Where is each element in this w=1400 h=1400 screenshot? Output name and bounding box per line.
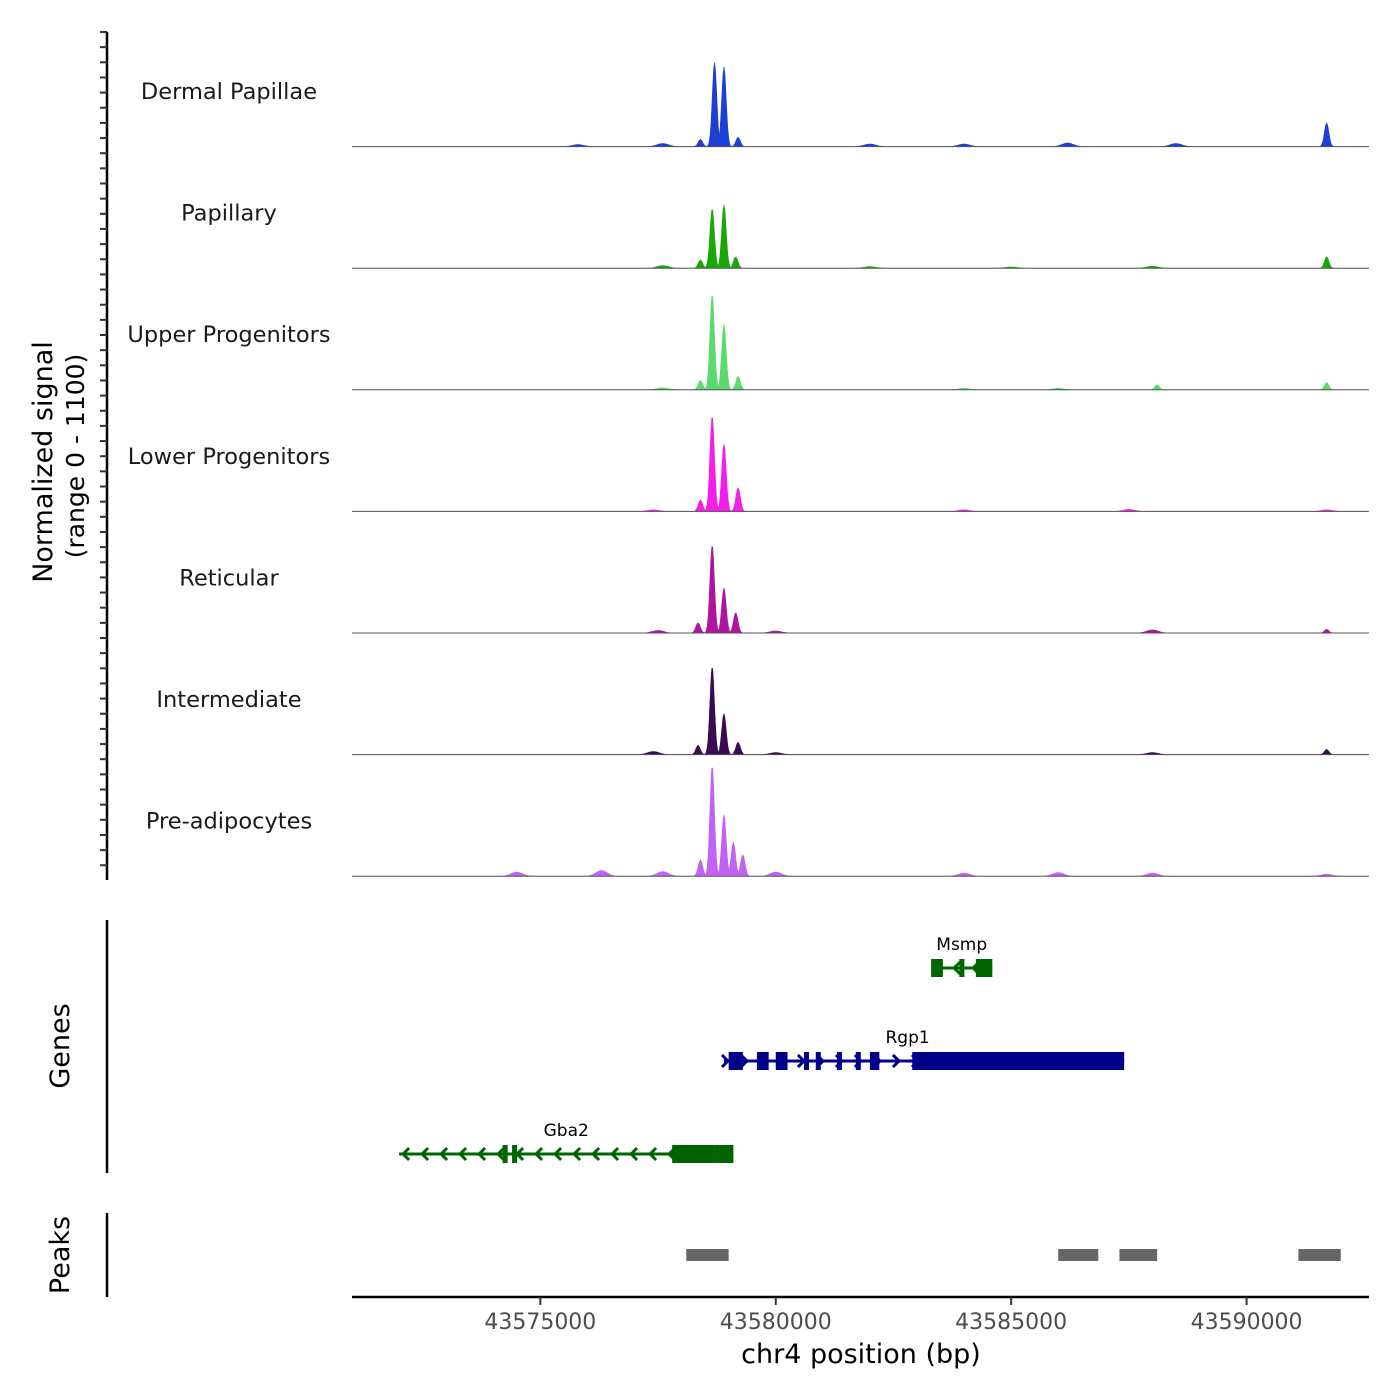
y-axis-title-line1: Normalized signal <box>28 341 59 583</box>
coverage-area <box>399 546 1369 634</box>
strand-chevron <box>647 1146 658 1162</box>
x-tick-label: 43580000 <box>720 1310 832 1335</box>
strand-chevron <box>720 1053 731 1069</box>
gene-exon <box>869 1052 880 1070</box>
strand-chevron <box>438 1146 449 1162</box>
strand-chevron <box>952 960 962 976</box>
coverage-area <box>399 668 1369 755</box>
gene-track: Msmp Rgp1 Gba2 <box>399 935 1125 1163</box>
coverage-area <box>399 767 1369 877</box>
gene-exon <box>855 1052 861 1070</box>
peaks-axis-title: Peaks <box>45 1216 76 1294</box>
x-tick-label: 43575000 <box>484 1310 596 1335</box>
strand-chevron <box>552 1146 563 1162</box>
gene-msmp: Msmp <box>931 935 993 977</box>
gene-label: Msmp <box>936 935 987 955</box>
gene-label: Gba2 <box>544 1121 589 1141</box>
gene-exon <box>728 1052 743 1070</box>
strand-chevron <box>533 1146 544 1162</box>
strand-chevron <box>457 1146 468 1162</box>
track-label: Upper Progenitors <box>127 322 330 348</box>
track-3: Lower Progenitors <box>128 418 1369 512</box>
gene-rgp1: Rgp1 <box>720 1028 1125 1070</box>
gene-gba2: Gba2 <box>399 1121 734 1163</box>
coverage-area <box>399 62 1369 147</box>
genes-axis-title: Genes <box>45 1003 76 1088</box>
gene-exon <box>775 1052 788 1070</box>
gene-exon <box>714 1145 734 1163</box>
track-label: Intermediate <box>156 687 301 713</box>
track-label: Papillary <box>181 201 277 227</box>
gene-label: Rgp1 <box>885 1028 929 1048</box>
track-0: Dermal Papillae <box>141 62 1369 148</box>
track-1: Papillary <box>181 201 1369 269</box>
gene-exon <box>815 1052 821 1070</box>
peak-region <box>1058 1249 1099 1261</box>
track-4: Reticular <box>179 546 1369 634</box>
coverage-area <box>399 296 1369 391</box>
strand-chevron <box>609 1146 620 1162</box>
track-label: Lower Progenitors <box>128 444 330 470</box>
peak-region <box>1298 1249 1341 1261</box>
gene-exon <box>959 959 965 977</box>
axes-layer: 43575000 43580000 43585000 43590000 <box>100 31 1369 1335</box>
strand-chevron <box>571 1146 582 1162</box>
strand-chevron <box>400 1146 411 1162</box>
track-5: Intermediate <box>156 668 1369 756</box>
coverage-area <box>399 204 1369 269</box>
peak-track <box>686 1249 1341 1261</box>
track-label: Pre-adipocytes <box>146 809 312 835</box>
x-axis-title: chr4 position (bp) <box>741 1339 981 1370</box>
gene-exon <box>502 1145 508 1163</box>
gene-exon <box>672 1145 715 1163</box>
gene-exon <box>912 1052 1125 1070</box>
track-label: Reticular <box>179 565 279 591</box>
x-tick-label: 43585000 <box>955 1310 1067 1335</box>
track-label: Dermal Papillae <box>141 79 317 105</box>
strand-chevron <box>628 1146 639 1162</box>
gene-exon <box>975 959 993 977</box>
coverage-area <box>399 418 1369 512</box>
track-2: Upper Progenitors <box>127 296 1369 391</box>
strand-chevron <box>590 1146 601 1162</box>
gene-exon <box>931 959 943 977</box>
strand-chevron <box>476 1146 487 1162</box>
coverage-tracks: Dermal Papillae Papillary Upper Progenitor… <box>127 62 1369 877</box>
x-tick-label: 43590000 <box>1191 1310 1303 1335</box>
strand-chevron <box>796 1053 807 1069</box>
gene-exon <box>512 1145 518 1163</box>
y-axis-title-line2: (range 0 - 1100) <box>61 354 90 559</box>
strand-chevron <box>891 1053 902 1069</box>
peak-region <box>1119 1249 1158 1261</box>
peak-region <box>686 1249 729 1261</box>
gene-exon <box>836 1052 842 1070</box>
track-6: Pre-adipocytes <box>146 767 1369 877</box>
strand-chevron <box>495 1146 506 1162</box>
gene-exon <box>804 1052 809 1070</box>
strand-chevron <box>739 1053 750 1069</box>
strand-chevron <box>419 1146 430 1162</box>
gene-exon <box>756 1052 769 1070</box>
